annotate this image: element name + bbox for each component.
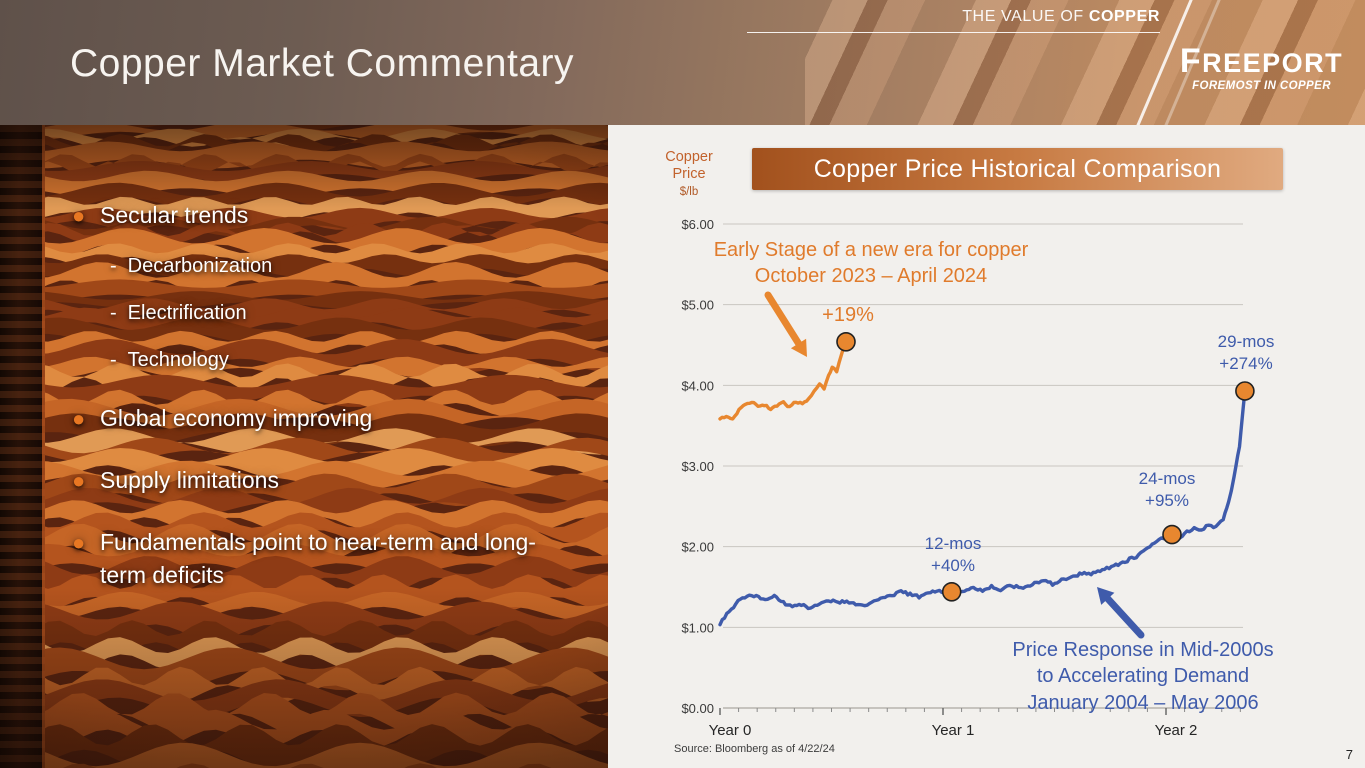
annotation-24-mos: 24-mos +95% <box>1117 468 1217 513</box>
annotation-line: 24-mos <box>1138 469 1196 488</box>
logo-wordmark: FREEPORT <box>1179 42 1344 80</box>
header-copper-stripes <box>805 0 1365 125</box>
bullet-dot-icon: ● <box>72 530 86 555</box>
tagline-light-text: THE VALUE OF <box>962 8 1089 25</box>
chart-panel: $0.00 $1.00 $2.00 $3.00 $4.00 $5.00 $6.00 Year … <box>608 125 1365 768</box>
annotation-line: 12-mos <box>924 534 982 553</box>
bullet-dot-icon: ● <box>72 468 86 493</box>
chart-title-bar: Copper Price Historical Comparison <box>752 148 1283 190</box>
svg-text:Year 2: Year 2 <box>1155 722 1198 739</box>
svg-text:$5.00: $5.00 <box>681 298 714 313</box>
annotation-line: 29-mos <box>1217 332 1275 351</box>
image-vignette <box>0 125 608 768</box>
bullet-sub-electrification: Electrification <box>110 300 542 326</box>
annotation-new-era: Early Stage of a new era for copper Octo… <box>691 237 1051 290</box>
bullet-sub-decarbonization: Decarbonization <box>110 253 542 279</box>
value-of-copper-tagline: THE VALUE OF COPPER <box>747 8 1160 33</box>
annotation-29-mos: 29-mos +274% <box>1196 331 1296 376</box>
bullet-label: Secular trends <box>100 202 249 228</box>
bullet-label: Global economy improving <box>100 405 373 431</box>
bullet-sub-technology: Technology <box>110 347 542 373</box>
bullet-fundamentals: ● Fundamentals point to near-term and lo… <box>72 526 542 592</box>
svg-text:$0.00: $0.00 <box>681 701 714 716</box>
left-image-panel: ● Secular trends Decarbonization Electri… <box>0 125 608 768</box>
svg-text:Year 1: Year 1 <box>932 722 975 739</box>
bullet-supply-limitations: ● Supply limitations <box>72 464 542 497</box>
annotation-line: +274% <box>1219 354 1273 374</box>
y-axis-units: $/lb <box>679 186 699 198</box>
y-axis-title: Copper Price $/lb <box>647 149 731 201</box>
svg-text:$3.00: $3.00 <box>681 459 714 474</box>
svg-text:$6.00: $6.00 <box>681 217 714 232</box>
page-number: 7 <box>1345 747 1353 762</box>
annotation-price-response: Price Response in Mid-2000s to Accelerat… <box>983 637 1303 716</box>
bullet-global-economy: ● Global economy improving <box>72 402 542 435</box>
svg-text:Year 0: Year 0 <box>709 722 752 739</box>
bullet-label: Fundamentals point to near-term and long… <box>100 529 536 588</box>
bullet-dot-icon: ● <box>72 406 86 431</box>
annotation-line: to Accelerating Demand <box>1036 665 1250 688</box>
annotation-line: January 2004 – May 2006 <box>1027 691 1259 714</box>
annotation-line: Price Response in Mid-2000s <box>1012 639 1274 661</box>
annotation-12-mos: 12-mos +40% <box>903 533 1003 578</box>
bullet-dot-icon: ● <box>72 203 86 228</box>
annotation-line: Early Stage of a new era for copper <box>713 239 1029 261</box>
y-axis-title-text: Copper Price <box>665 149 713 182</box>
freeport-logo: FREEPORT FOREMOST IN COPPER <box>1174 46 1349 92</box>
annotation-gain-19pct: +19% <box>822 304 874 326</box>
annotation-line: +95% <box>1145 491 1189 511</box>
svg-text:$4.00: $4.00 <box>681 378 714 393</box>
logo-tagline: FOREMOST IN COPPER <box>1192 80 1331 92</box>
source-note: Source: Bloomberg as of 4/22/24 <box>674 743 835 755</box>
price-chart: $0.00 $1.00 $2.00 $3.00 $4.00 $5.00 $6.00 Year … <box>681 217 1255 739</box>
tagline-bold-text: COPPER <box>1088 8 1160 25</box>
page-title: Copper Market Commentary <box>70 42 574 85</box>
svg-text:$2.00: $2.00 <box>681 540 714 555</box>
bullet-list: ● Secular trends Decarbonization Electri… <box>72 199 542 592</box>
bullet-secular-trends: ● Secular trends <box>72 199 542 232</box>
bullet-label: Supply limitations <box>100 467 279 493</box>
commentary-bullets: ● Secular trends Decarbonization Electri… <box>72 199 542 592</box>
annotation-line: October 2023 – April 2024 <box>754 265 988 288</box>
annotation-line: +40% <box>931 556 975 576</box>
svg-text:$1.00: $1.00 <box>681 620 714 635</box>
header-banner: THE VALUE OF COPPER Copper Market Commen… <box>0 0 1365 125</box>
